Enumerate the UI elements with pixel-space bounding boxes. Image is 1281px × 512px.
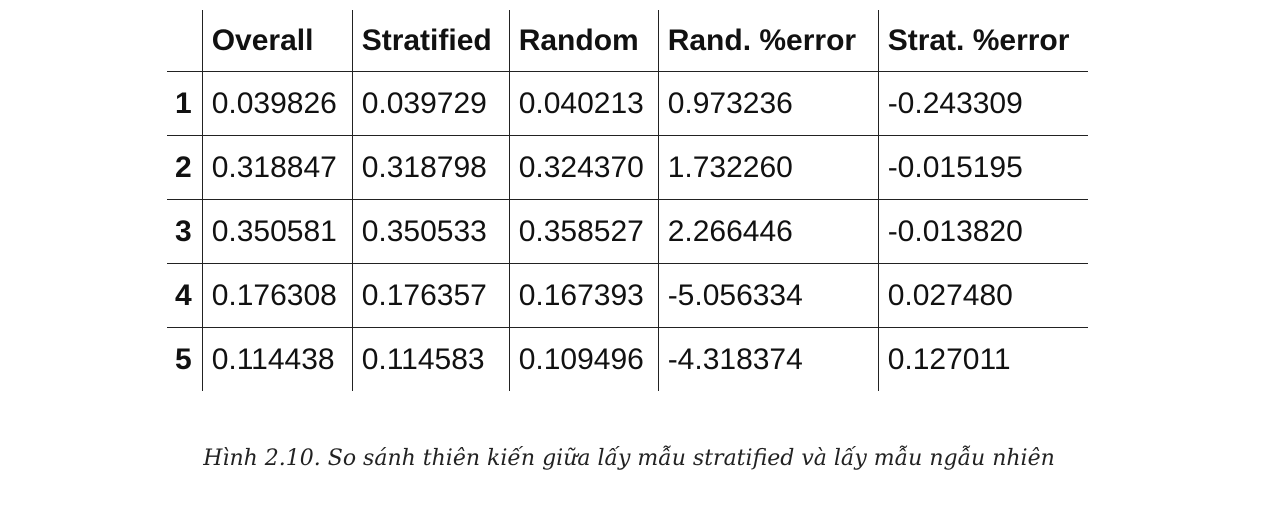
row-index: 4 [167, 263, 203, 328]
cell-stratified: 0.318798 [351, 135, 510, 200]
cell-overall: 0.114438 [201, 327, 353, 391]
cell-stratified: 0.114583 [351, 327, 510, 391]
cell-strat-error: 0.027480 [877, 263, 1089, 328]
index-header [167, 10, 203, 72]
cell-rand-error: 1.732260 [657, 135, 879, 200]
table-row: 5 0.114438 0.114583 0.109496 -4.318374 0… [167, 327, 1089, 391]
cell-rand-error: 0.973236 [657, 71, 879, 136]
cell-strat-error: 0.127011 [877, 327, 1089, 391]
column-header-rand-error: Rand. %error [657, 10, 879, 72]
figure-caption: Hình 2.10. So sánh thiên kiến giữa lấy m… [203, 446, 1055, 471]
comparison-table: Overall Stratified Random Rand. %error S… [167, 10, 1089, 391]
cell-overall: 0.350581 [201, 199, 353, 264]
row-index: 5 [175, 342, 192, 376]
cell-rand-error: -4.318374 [657, 327, 879, 391]
row-index: 2 [167, 135, 203, 200]
cell-random: 0.358527 [508, 199, 659, 264]
cell-random: 0.324370 [508, 135, 659, 200]
cell-strat-error: -0.013820 [877, 199, 1089, 264]
column-header-stratified: Stratified [351, 10, 510, 72]
column-header-overall: Overall [201, 10, 353, 72]
table-row: 1 0.039826 0.039729 0.040213 0.973236 -0… [167, 71, 1089, 136]
table-header-row: Overall Stratified Random Rand. %error S… [167, 10, 1089, 72]
cell-rand-error: 2.266446 [657, 199, 879, 264]
table-row: 2 0.318847 0.318798 0.324370 1.732260 -0… [167, 135, 1089, 200]
row-index: 3 [167, 199, 203, 264]
column-header-strat-error: Strat. %error [877, 10, 1089, 72]
column-header-random: Random [508, 10, 659, 72]
cell-stratified: 0.039729 [351, 71, 510, 136]
row-index: 1 [167, 71, 203, 136]
cell-overall: 0.039826 [201, 71, 353, 136]
cell-strat-error: -0.015195 [877, 135, 1089, 200]
table-row: 4 0.176308 0.176357 0.167393 -5.056334 0… [167, 263, 1089, 328]
table-row: 3 0.350581 0.350533 0.358527 2.266446 -0… [167, 199, 1089, 264]
cell-stratified: 0.176357 [351, 263, 510, 328]
cell-random: 0.167393 [508, 263, 659, 328]
cell-random: 0.040213 [508, 71, 659, 136]
cell-stratified: 0.350533 [351, 199, 510, 264]
comparison-table-wrapper: Overall Stratified Random Rand. %error S… [167, 10, 1089, 391]
cell-rand-error: -5.056334 [657, 263, 879, 328]
cell-overall: 0.176308 [201, 263, 353, 328]
cell-overall: 0.318847 [201, 135, 353, 200]
cell-random: 0.109496 [508, 327, 659, 391]
cell-strat-error: -0.243309 [877, 71, 1089, 136]
